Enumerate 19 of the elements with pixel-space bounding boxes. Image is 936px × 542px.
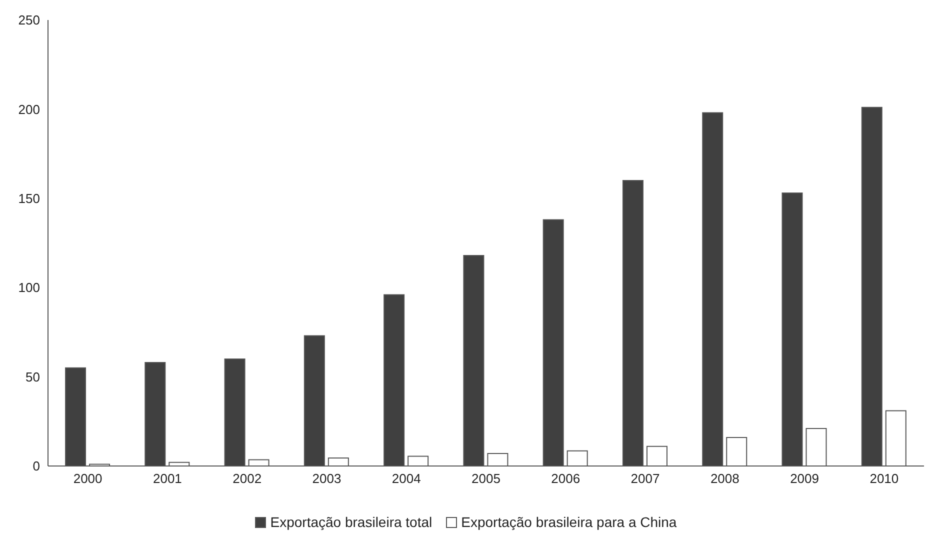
x-tick-label: 2001 — [152, 471, 182, 486]
x-tick-label: 2006 — [551, 471, 580, 486]
x-tick-label: 2002 — [232, 471, 262, 486]
y-tick-label: 200 — [18, 102, 40, 117]
x-tick-label: 2000 — [73, 471, 102, 486]
y-tick-label: 150 — [18, 191, 40, 206]
x-tick-label: 2008 — [710, 471, 740, 486]
x-tick-label: 2004 — [392, 471, 421, 486]
x-tick-label: 2003 — [312, 471, 342, 486]
y-tick-label: 50 — [26, 369, 40, 384]
x-tick-label: 2005 — [472, 471, 500, 486]
y-tick-label: 250 — [18, 12, 40, 28]
legend-label: Exportação brasileira para a China — [461, 514, 677, 530]
y-tick-label: 0 — [32, 458, 40, 474]
x-tick-label: 2009 — [790, 471, 820, 486]
x-tick-label: 2010 — [870, 471, 899, 486]
x-tick-label: 2007 — [630, 471, 660, 486]
legend-label: Exportação brasileira total — [270, 514, 432, 530]
y-tick-label: 100 — [18, 280, 40, 296]
